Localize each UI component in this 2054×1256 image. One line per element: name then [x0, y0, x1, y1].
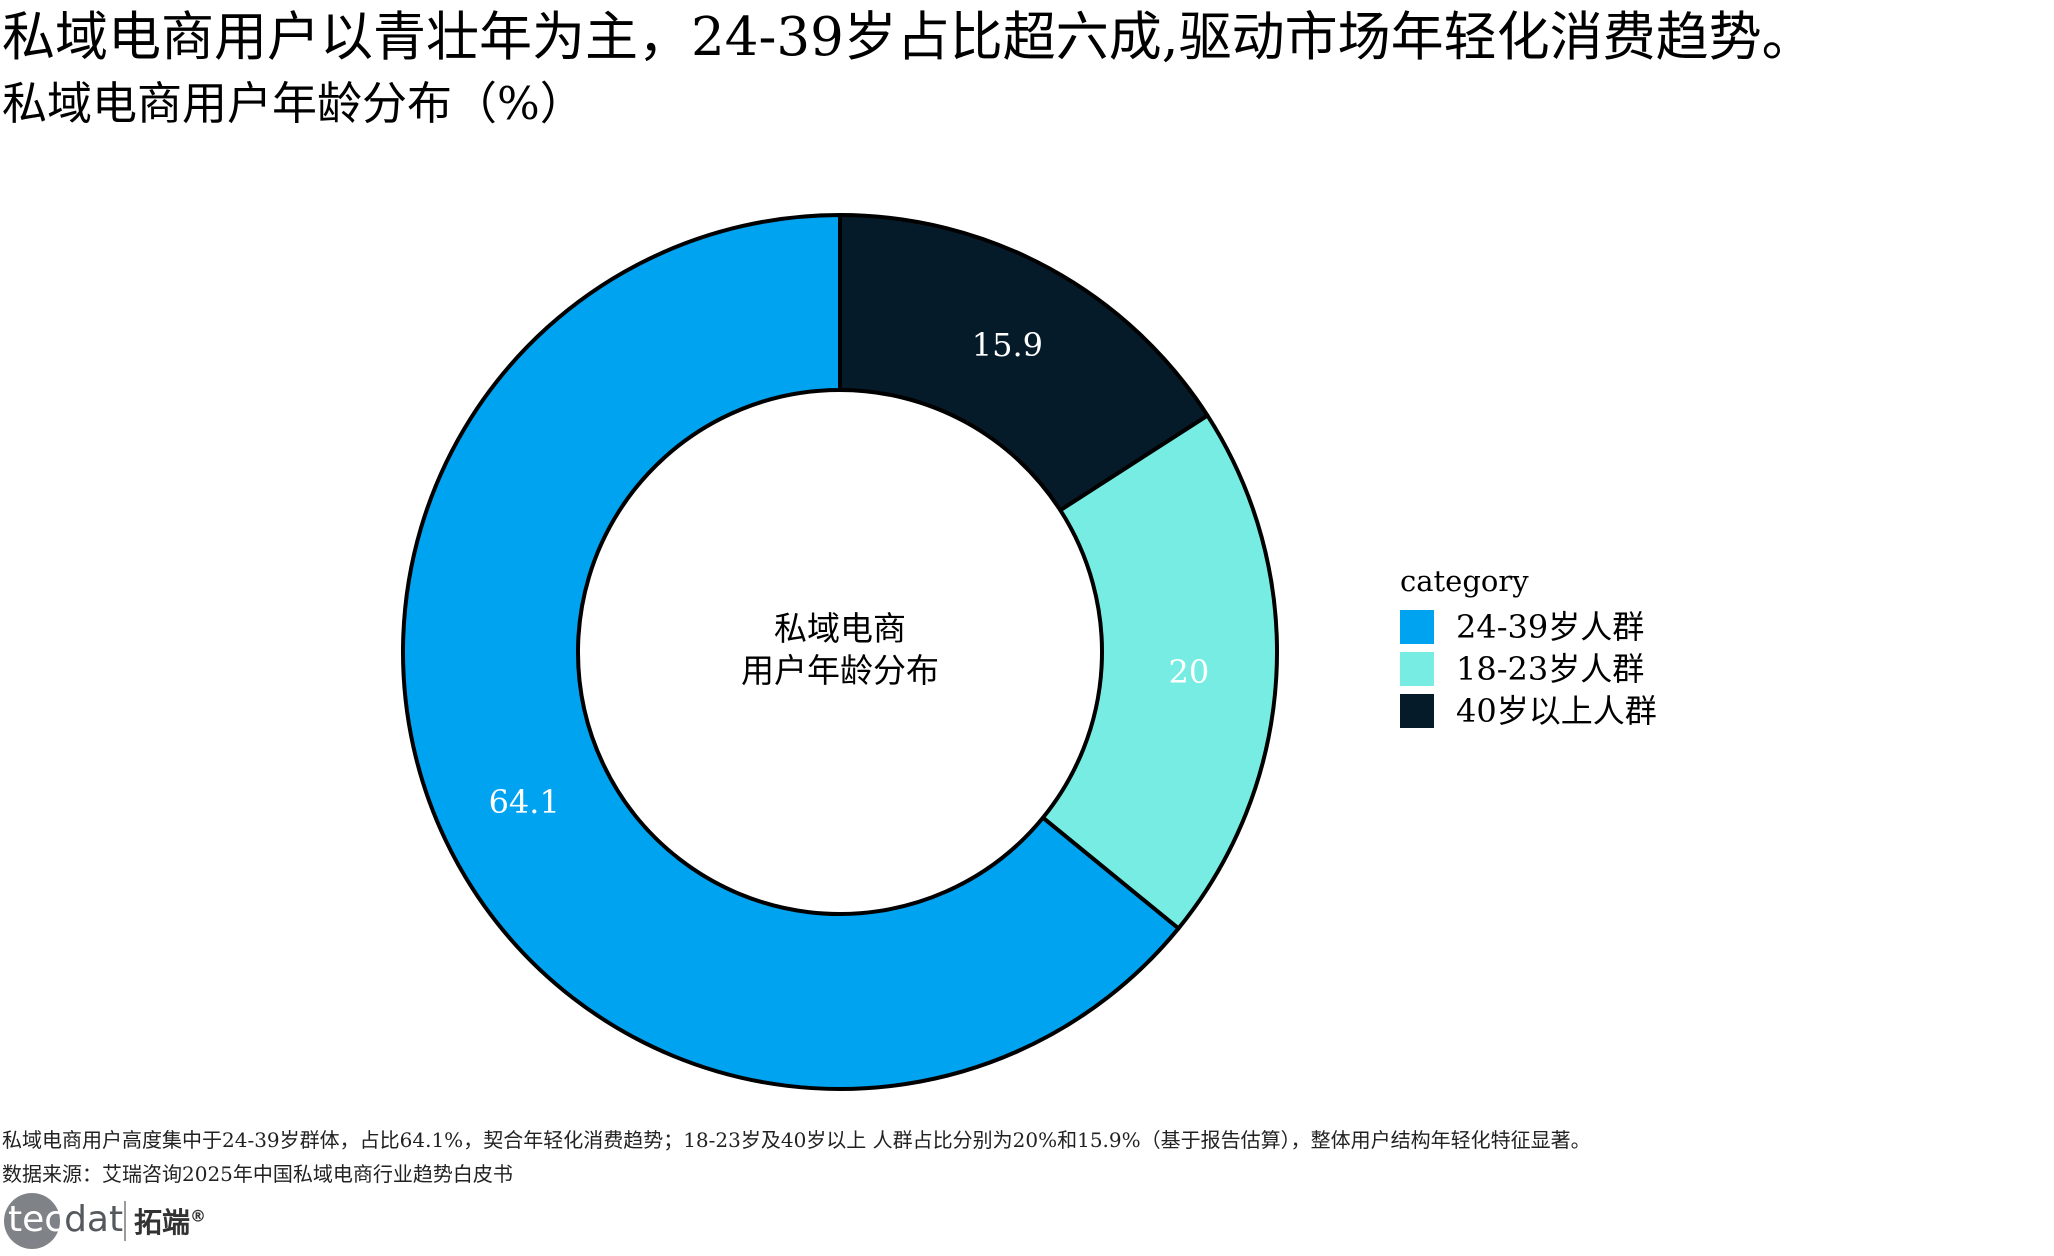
logo-circle-icon	[4, 1193, 60, 1249]
center-label-line-2: 用户年龄分布	[741, 651, 939, 690]
legend-label: 40岁以上人群	[1456, 692, 1657, 730]
brand-logo: tecdat 拓端®	[2, 1192, 206, 1250]
donut-slice-2	[401, 213, 1181, 1091]
donut-slice-1	[1040, 413, 1279, 931]
legend-label: 24-39岁人群	[1456, 608, 1645, 646]
legend-swatch	[1400, 694, 1434, 728]
legend-items: 24-39岁人群 18-23岁人群 40岁以上人群	[1400, 606, 1657, 732]
legend-swatch	[1400, 610, 1434, 644]
headline: 私域电商用户以青壮年为主，24-39岁占比超六成,驱动市场年轻化消费趋势。	[2, 7, 1815, 68]
legend-label: 18-23岁人群	[1456, 650, 1645, 688]
legend: category 24-39岁人群 18-23岁人群 40岁以上人群	[1400, 562, 1657, 732]
value-label-0: 15.9	[972, 326, 1043, 364]
tecdat-logo-mark: tecdat	[2, 1192, 124, 1250]
legend-title: category	[1400, 564, 1529, 598]
logo-divider	[124, 1201, 126, 1241]
legend-item-1: 18-23岁人群	[1400, 648, 1657, 690]
footnote: 私域电商用户高度集中于24-39岁群体，占比64.1%，契合年轻化消费趋势；18…	[2, 1128, 1591, 1152]
logo-chinese-name: 拓端®	[134, 1206, 207, 1239]
value-label-1: 20	[1169, 653, 1210, 691]
legend-item-2: 40岁以上人群	[1400, 690, 1657, 732]
legend-item-0: 24-39岁人群	[1400, 606, 1657, 648]
value-labels: 15.9 20 64.1	[489, 326, 1210, 821]
chart-subtitle: 私域电商用户年龄分布（%）	[2, 77, 585, 130]
legend-swatch	[1400, 652, 1434, 686]
donut-slices	[401, 213, 1279, 1091]
logo-wordmark: tecdat	[8, 1199, 124, 1240]
data-source: 数据来源：艾瑞咨询2025年中国私域电商行业趋势白皮书	[2, 1162, 513, 1186]
center-label-line-1: 私域电商	[774, 609, 906, 648]
value-label-2: 64.1	[489, 783, 560, 821]
donut-slice-0	[838, 213, 1210, 513]
